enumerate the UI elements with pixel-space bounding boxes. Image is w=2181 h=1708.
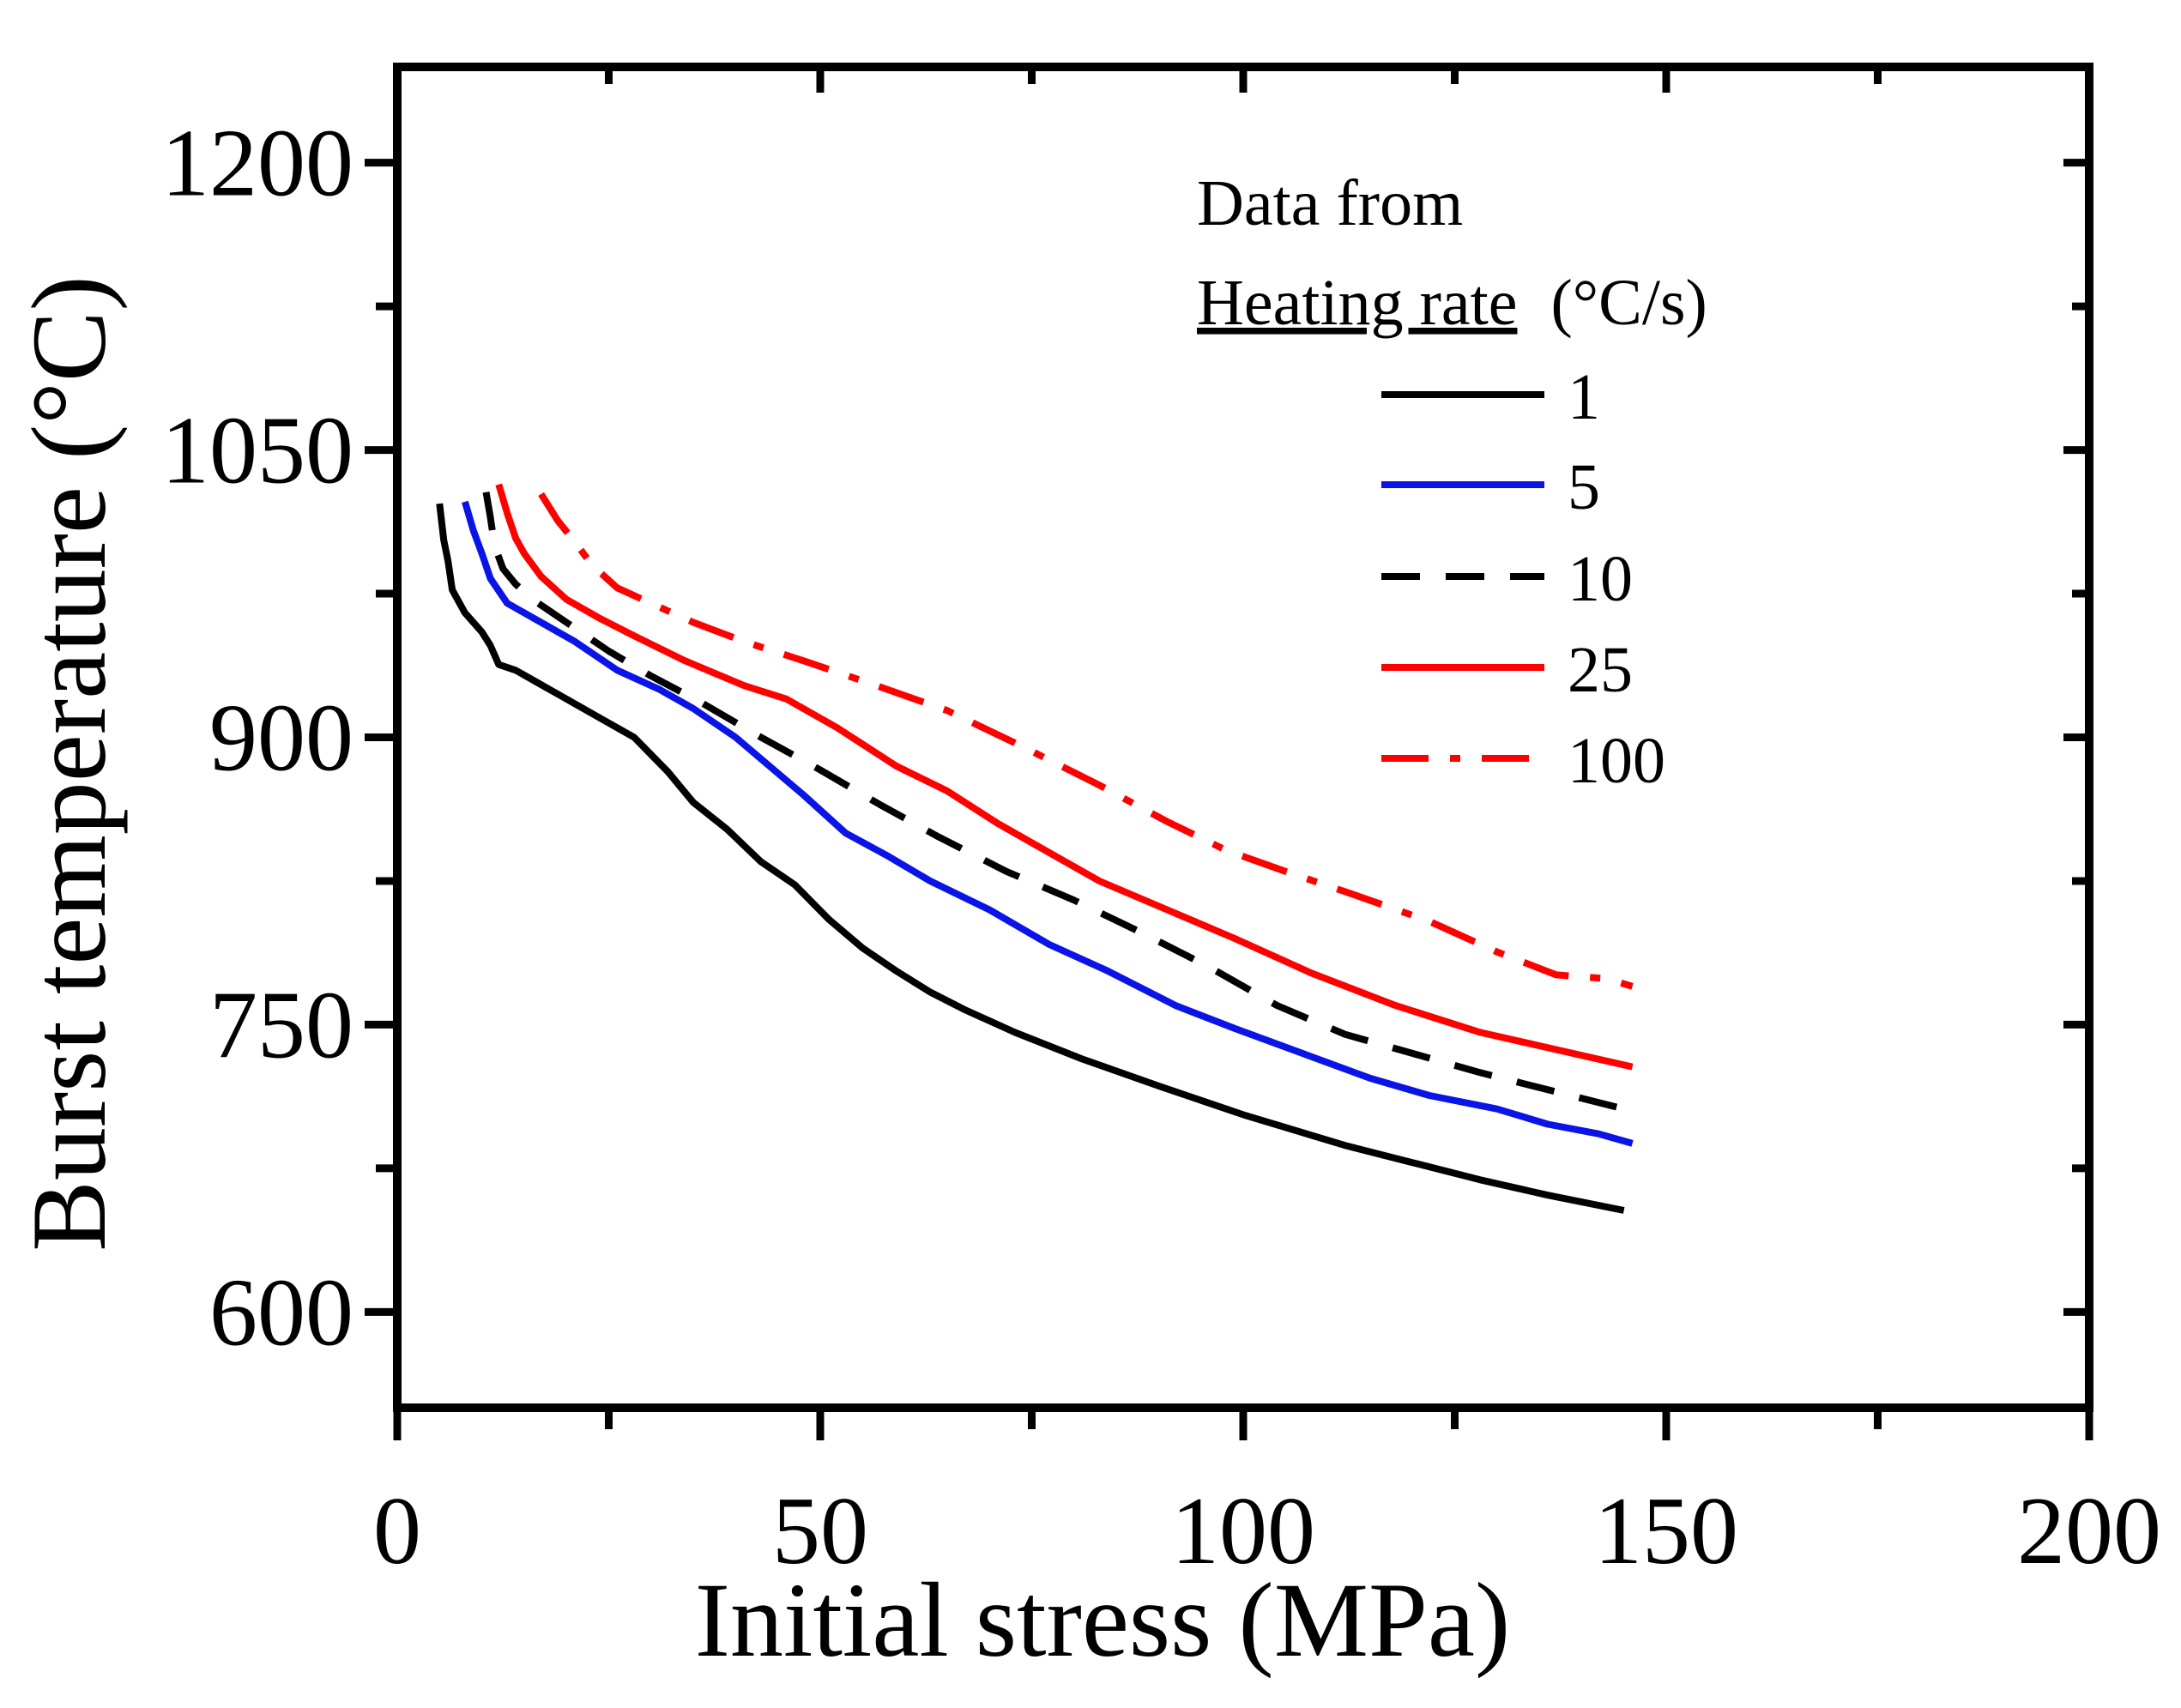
legend-label-100: 100 [1568, 725, 1665, 797]
plot-frame [393, 63, 2093, 1412]
y-tick-label: 1200 [161, 111, 353, 217]
legend: Data from Heating rate (°C/s) 1 5 10 25 … [1197, 167, 1707, 797]
x-tick-label: 0 [373, 1478, 421, 1584]
legend-label-5: 5 [1568, 451, 1600, 523]
x-tick-label: 100 [1171, 1478, 1315, 1584]
x-tick-label: 50 [772, 1478, 868, 1584]
series-line-5 [462, 500, 1634, 1147]
x-tick-label: 200 [2017, 1478, 2161, 1584]
y-tick-label: 900 [209, 685, 353, 792]
series-line-10 [482, 492, 1625, 1113]
legend-line1: Data from [1197, 167, 1463, 239]
series-line-100 [538, 492, 1634, 990]
x-tick-label: 150 [1594, 1478, 1738, 1584]
legend-label-10: 10 [1568, 543, 1633, 615]
y-axis-title: Burst temperature (°C) [10, 275, 128, 1252]
legend-title-underlined: Heating rate [1197, 267, 1517, 339]
y-tick-label: 750 [209, 972, 353, 1078]
legend-label-25: 25 [1568, 634, 1633, 706]
tick-labels: 0 50 100 150 200 600 750 900 1050 1200 [161, 111, 2161, 1584]
legend-title: Heating rate (°C/s) [1197, 267, 1707, 339]
legend-title-unit: (°C/s) [1550, 267, 1707, 339]
x-axis-title: Initial stress (MPa) [695, 1561, 1511, 1679]
series-line-25 [495, 483, 1634, 1071]
y-tick-label: 600 [209, 1259, 353, 1366]
legend-label-1: 1 [1568, 361, 1600, 433]
series-lines [436, 483, 1634, 1214]
series-line-1 [436, 503, 1625, 1214]
y-tick-label: 1050 [161, 398, 353, 504]
